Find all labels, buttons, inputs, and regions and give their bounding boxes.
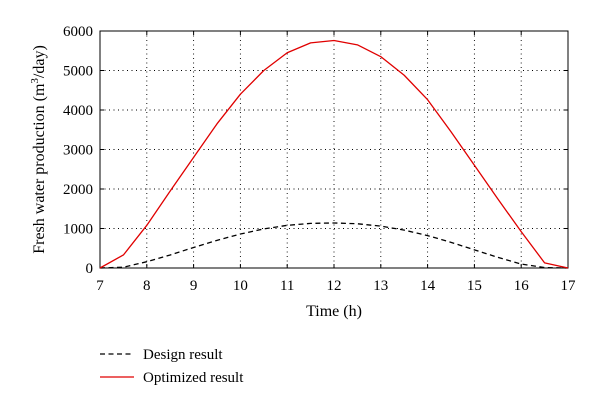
x-tick-labels: 7 8 9 10 11 12 13 14 15 16 17 (96, 278, 576, 294)
x-axis-label: Time (h) (306, 303, 362, 320)
x-tick-label: 9 (190, 278, 198, 294)
y-axis-label: Fresh water production (m3/day) (29, 45, 48, 254)
tick-marks (99, 30, 569, 269)
y-tick-label: 0 (86, 261, 94, 277)
grid-lines (100, 31, 568, 268)
design-result-line (99, 222, 569, 269)
x-tick-label: 13 (373, 278, 388, 294)
y-tick-label: 6000 (63, 24, 93, 40)
y-tick-labels: 0 1000 2000 3000 4000 5000 6000 (63, 24, 93, 277)
x-tick-label: 7 (96, 278, 104, 294)
y-tick-label: 4000 (63, 103, 93, 119)
x-tick-label: 16 (514, 278, 530, 294)
x-tick-label: 11 (280, 278, 294, 294)
y-tick-label: 3000 (63, 143, 93, 159)
y-tick-label: 2000 (63, 182, 93, 198)
x-tick-label: 8 (143, 278, 151, 294)
x-tick-label: 15 (467, 278, 482, 294)
x-tick-label: 10 (233, 278, 248, 294)
y-tick-label: 5000 (63, 64, 93, 80)
y-tick-label: 1000 (63, 222, 93, 238)
series-lines (99, 39, 569, 269)
optimized-result-line (99, 39, 569, 269)
legend: Design result Optimized result (100, 347, 244, 386)
x-tick-label: 12 (327, 278, 342, 294)
legend-design-label: Design result (143, 347, 223, 363)
x-tick-label: 14 (420, 278, 436, 294)
legend-optimized-label: Optimized result (143, 370, 244, 386)
x-tick-label: 17 (561, 278, 577, 294)
